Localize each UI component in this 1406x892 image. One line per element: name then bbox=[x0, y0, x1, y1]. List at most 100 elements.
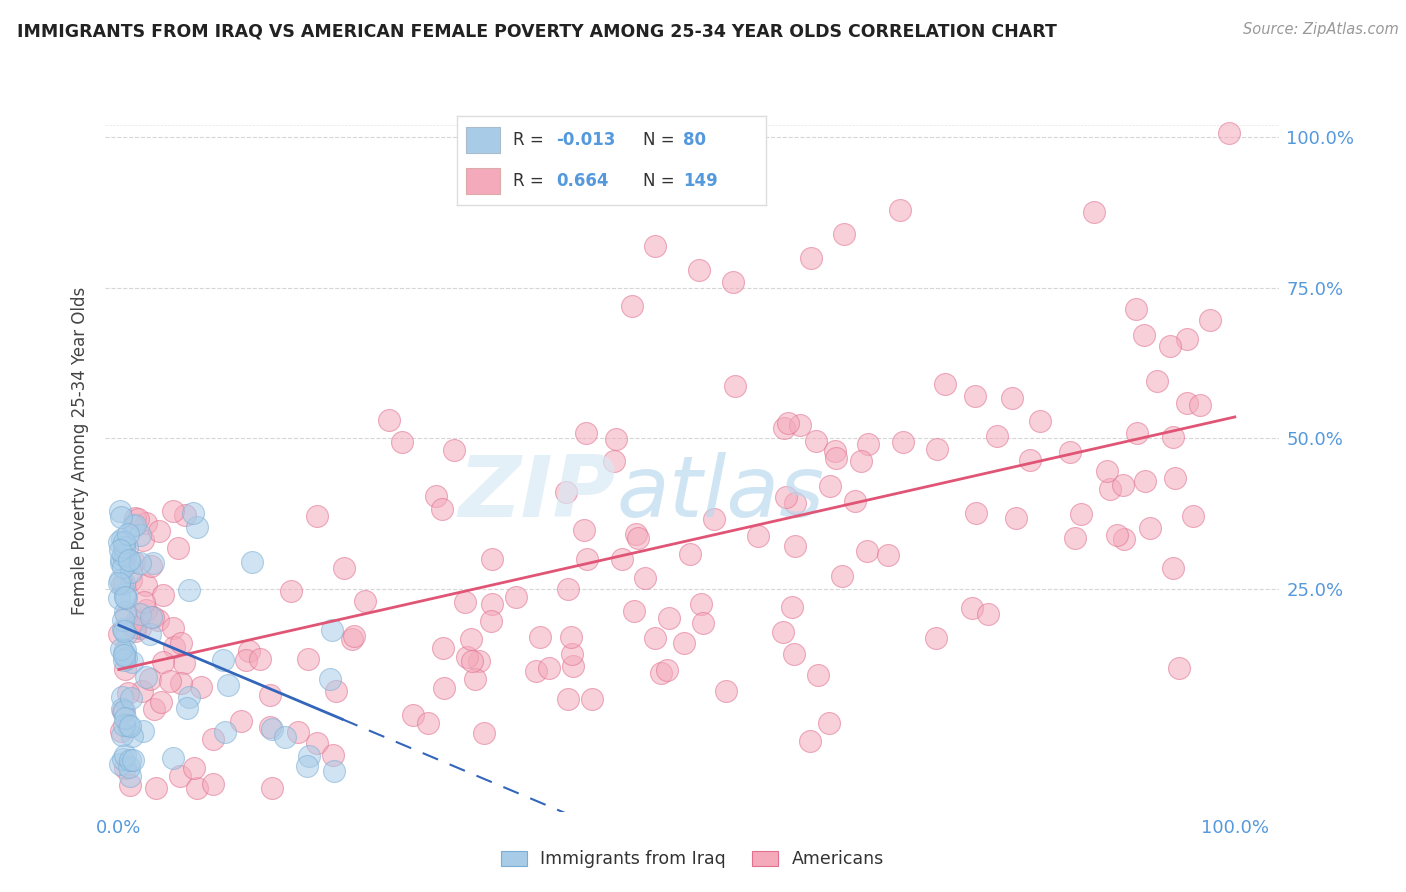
Point bbox=[581, 692, 603, 706]
Point bbox=[118, 718, 141, 732]
Point bbox=[605, 433, 627, 447]
Point bbox=[146, 613, 169, 627]
Point bbox=[111, 559, 134, 574]
Point bbox=[776, 416, 799, 430]
Point bbox=[655, 663, 678, 677]
Point bbox=[965, 507, 987, 521]
Point bbox=[108, 626, 131, 640]
Bar bbox=[467, 127, 501, 153]
Point bbox=[135, 516, 157, 531]
Point bbox=[142, 701, 165, 715]
Point bbox=[818, 478, 841, 492]
Point bbox=[1218, 126, 1240, 140]
Point bbox=[1182, 508, 1205, 523]
Point bbox=[623, 604, 645, 618]
Point bbox=[321, 624, 343, 638]
Point bbox=[925, 631, 948, 645]
Point bbox=[108, 535, 131, 549]
Point bbox=[118, 760, 141, 774]
Point bbox=[433, 681, 456, 695]
Point bbox=[115, 651, 138, 665]
Y-axis label: Female Poverty Among 25-34 Year Olds: Female Poverty Among 25-34 Year Olds bbox=[70, 286, 89, 615]
Point bbox=[824, 444, 846, 458]
Point bbox=[575, 426, 598, 441]
Point bbox=[125, 613, 148, 627]
Text: 149: 149 bbox=[683, 172, 717, 190]
Point bbox=[112, 624, 135, 639]
Point bbox=[1139, 521, 1161, 535]
Point bbox=[108, 756, 131, 771]
Point bbox=[112, 718, 135, 732]
Point bbox=[572, 524, 595, 538]
Text: N =: N = bbox=[643, 131, 679, 149]
Point bbox=[111, 613, 134, 627]
Point bbox=[807, 668, 830, 682]
Text: 80: 80 bbox=[683, 131, 706, 149]
Point bbox=[159, 674, 181, 689]
Point bbox=[202, 777, 225, 791]
Point bbox=[135, 578, 157, 592]
Point bbox=[139, 672, 162, 686]
Point bbox=[1135, 474, 1157, 488]
Point bbox=[1133, 328, 1156, 343]
Point bbox=[229, 714, 252, 728]
Point bbox=[280, 584, 302, 599]
Point bbox=[673, 636, 696, 650]
Point bbox=[118, 555, 141, 569]
Point bbox=[183, 761, 205, 775]
Point bbox=[481, 552, 503, 566]
Point bbox=[112, 535, 135, 549]
Point bbox=[1159, 339, 1181, 353]
Point bbox=[783, 539, 806, 553]
Point bbox=[1161, 430, 1184, 444]
Point bbox=[1126, 426, 1149, 441]
Point bbox=[108, 591, 131, 606]
Point bbox=[1107, 528, 1129, 542]
Point bbox=[612, 551, 634, 566]
Point bbox=[114, 587, 136, 601]
Point bbox=[186, 780, 208, 795]
Point bbox=[129, 556, 152, 570]
Point bbox=[124, 620, 146, 634]
Point bbox=[120, 691, 142, 706]
Point bbox=[124, 624, 146, 639]
Point bbox=[111, 728, 134, 742]
Point bbox=[115, 540, 138, 554]
Point bbox=[120, 769, 142, 783]
Point bbox=[479, 614, 502, 628]
Point bbox=[721, 275, 744, 289]
Point bbox=[461, 653, 484, 667]
Point bbox=[425, 489, 447, 503]
Point bbox=[844, 494, 866, 508]
Point bbox=[1064, 531, 1087, 545]
Point bbox=[115, 591, 138, 606]
Point bbox=[851, 454, 873, 468]
Point bbox=[340, 632, 363, 646]
Point bbox=[201, 731, 224, 746]
Point bbox=[108, 503, 131, 517]
Point bbox=[464, 672, 486, 686]
Point bbox=[179, 690, 201, 705]
Point bbox=[122, 519, 145, 533]
Point bbox=[561, 647, 583, 661]
Point bbox=[1083, 205, 1105, 219]
Point bbox=[238, 643, 260, 657]
Point bbox=[354, 593, 377, 607]
Point bbox=[524, 665, 547, 679]
Point bbox=[127, 512, 149, 526]
Point bbox=[561, 658, 583, 673]
Point bbox=[114, 605, 136, 619]
Text: atlas: atlas bbox=[616, 452, 824, 535]
Point bbox=[112, 751, 135, 765]
Text: IMMIGRANTS FROM IRAQ VS AMERICAN FEMALE POVERTY AMONG 25-34 YEAR OLDS CORRELATIO: IMMIGRANTS FROM IRAQ VS AMERICAN FEMALE … bbox=[17, 22, 1057, 40]
Point bbox=[114, 711, 136, 725]
Point bbox=[114, 549, 136, 564]
Point bbox=[110, 642, 132, 657]
Point bbox=[174, 508, 197, 522]
Point bbox=[111, 533, 134, 547]
Point bbox=[319, 672, 342, 686]
Point bbox=[152, 655, 174, 669]
Point bbox=[481, 597, 503, 611]
Point bbox=[658, 611, 681, 625]
Point bbox=[114, 642, 136, 657]
